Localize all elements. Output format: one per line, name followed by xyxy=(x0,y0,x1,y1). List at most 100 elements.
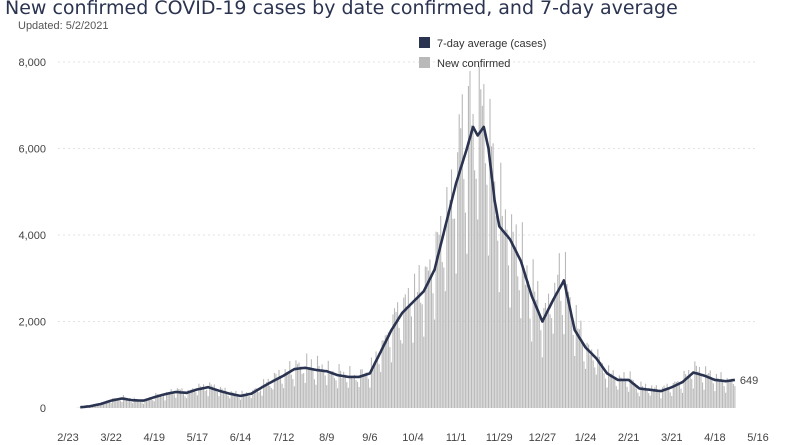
new-confirmed-bar xyxy=(640,381,642,408)
new-confirmed-bar xyxy=(329,372,331,408)
new-confirmed-bar xyxy=(309,366,311,408)
new-confirmed-bar xyxy=(366,372,368,408)
new-confirmed-bar xyxy=(695,365,697,408)
new-confirmed-bar xyxy=(603,373,605,408)
new-confirmed-bar xyxy=(571,315,573,408)
new-confirmed-bar xyxy=(307,368,309,408)
new-confirmed-bar xyxy=(286,372,288,408)
new-confirmed-bar xyxy=(477,219,479,408)
new-confirmed-bar xyxy=(586,342,588,408)
new-confirmed-bar xyxy=(181,388,183,408)
new-confirmed-bar xyxy=(589,354,591,408)
new-confirmed-bar xyxy=(182,393,185,408)
new-confirmed-bar xyxy=(680,388,682,408)
new-confirmed-bar xyxy=(438,235,440,408)
new-confirmed-bar xyxy=(621,379,624,408)
new-confirmed-bar xyxy=(686,375,688,408)
new-confirmed-bar xyxy=(718,380,721,408)
y-tick-label: 0 xyxy=(40,403,46,415)
new-confirmed-bar xyxy=(643,389,645,408)
new-confirmed-bar xyxy=(380,372,382,408)
new-confirmed-bar xyxy=(116,398,118,408)
new-confirmed-bar xyxy=(296,364,299,408)
new-confirmed-bar xyxy=(564,251,567,408)
new-confirmed-bar xyxy=(364,372,366,408)
new-confirmed-bar xyxy=(315,384,317,408)
new-confirmed-bar xyxy=(122,395,124,408)
new-confirmed-bar xyxy=(96,405,98,408)
new-confirmed-bar xyxy=(409,305,411,408)
new-confirmed-bar xyxy=(124,396,126,408)
new-confirmed-bar xyxy=(420,302,422,408)
new-confirmed-bar xyxy=(677,381,679,408)
new-confirmed-bar xyxy=(648,393,650,408)
x-tick-label: 2/21 xyxy=(618,432,639,444)
new-confirmed-bar xyxy=(561,314,563,408)
new-confirmed-bar xyxy=(389,347,391,408)
new-confirmed-bar xyxy=(162,396,165,408)
new-confirmed-bar xyxy=(238,397,240,408)
new-confirmed-bar xyxy=(529,318,531,408)
new-confirmed-bar xyxy=(458,114,460,408)
new-confirmed-bar xyxy=(195,392,197,408)
new-confirmed-bar xyxy=(241,390,243,408)
new-confirmed-bar xyxy=(132,403,134,408)
new-confirmed-bar xyxy=(255,388,257,408)
new-confirmed-bar xyxy=(626,386,628,408)
new-confirmed-bar xyxy=(101,402,103,408)
new-confirmed-bar xyxy=(281,383,283,408)
new-confirmed-bar xyxy=(290,374,292,408)
new-confirmed-bar xyxy=(654,387,656,408)
new-confirmed-bar xyxy=(584,368,587,408)
new-confirmed-bar xyxy=(575,304,577,408)
new-confirmed-bar xyxy=(634,383,636,408)
new-confirmed-bar xyxy=(712,383,714,408)
new-confirmed-bar xyxy=(461,94,463,408)
new-confirmed-bar xyxy=(213,384,215,408)
y-tick-label: 6,000 xyxy=(18,144,46,156)
new-confirmed-bar xyxy=(400,340,402,408)
new-confirmed-bar xyxy=(358,387,360,408)
new-confirmed-bar xyxy=(446,187,448,408)
new-confirmed-bars xyxy=(76,66,736,409)
new-confirmed-bar xyxy=(700,374,702,408)
new-confirmed-bar xyxy=(263,379,265,408)
new-confirmed-bar xyxy=(404,294,406,408)
new-confirmed-bar xyxy=(541,357,543,408)
new-confirmed-bar xyxy=(330,373,332,408)
new-confirmed-bar xyxy=(520,318,522,408)
new-confirmed-bar xyxy=(159,394,161,408)
x-tick-label: 10/4 xyxy=(402,432,423,444)
legend-swatch-new-confirmed xyxy=(419,57,430,68)
new-confirmed-bar xyxy=(392,314,394,408)
new-confirmed-bar xyxy=(732,384,734,408)
new-confirmed-bar xyxy=(631,379,633,408)
new-confirmed-bar xyxy=(594,367,596,408)
legend-swatch-7day xyxy=(419,37,430,48)
new-confirmed-bar xyxy=(517,276,519,408)
new-confirmed-bar xyxy=(506,229,508,408)
new-confirmed-bar xyxy=(481,105,483,408)
new-confirmed-bar xyxy=(267,378,269,408)
y-tick-label: 4,000 xyxy=(18,230,46,242)
new-confirmed-bar xyxy=(292,378,294,408)
new-confirmed-bar xyxy=(544,302,547,408)
new-confirmed-bar xyxy=(597,349,599,408)
new-confirmed-bar xyxy=(273,372,275,408)
new-confirmed-bar xyxy=(375,351,377,408)
new-confirmed-bar xyxy=(588,344,590,408)
new-confirmed-bar xyxy=(243,393,245,408)
new-confirmed-bar xyxy=(734,386,736,408)
new-confirmed-bar xyxy=(628,391,630,408)
new-confirmed-bar xyxy=(264,385,266,408)
last-value-label: 649 xyxy=(740,375,758,387)
new-confirmed-bar xyxy=(244,394,246,408)
new-confirmed-bar xyxy=(722,381,724,408)
new-confirmed-bar xyxy=(489,98,491,409)
new-confirmed-bar xyxy=(395,312,397,408)
x-tick-label: 6/14 xyxy=(230,432,251,444)
new-confirmed-bar xyxy=(173,394,175,408)
new-confirmed-bar xyxy=(344,374,346,408)
new-confirmed-bar xyxy=(437,232,439,408)
new-confirmed-bar xyxy=(623,372,625,408)
